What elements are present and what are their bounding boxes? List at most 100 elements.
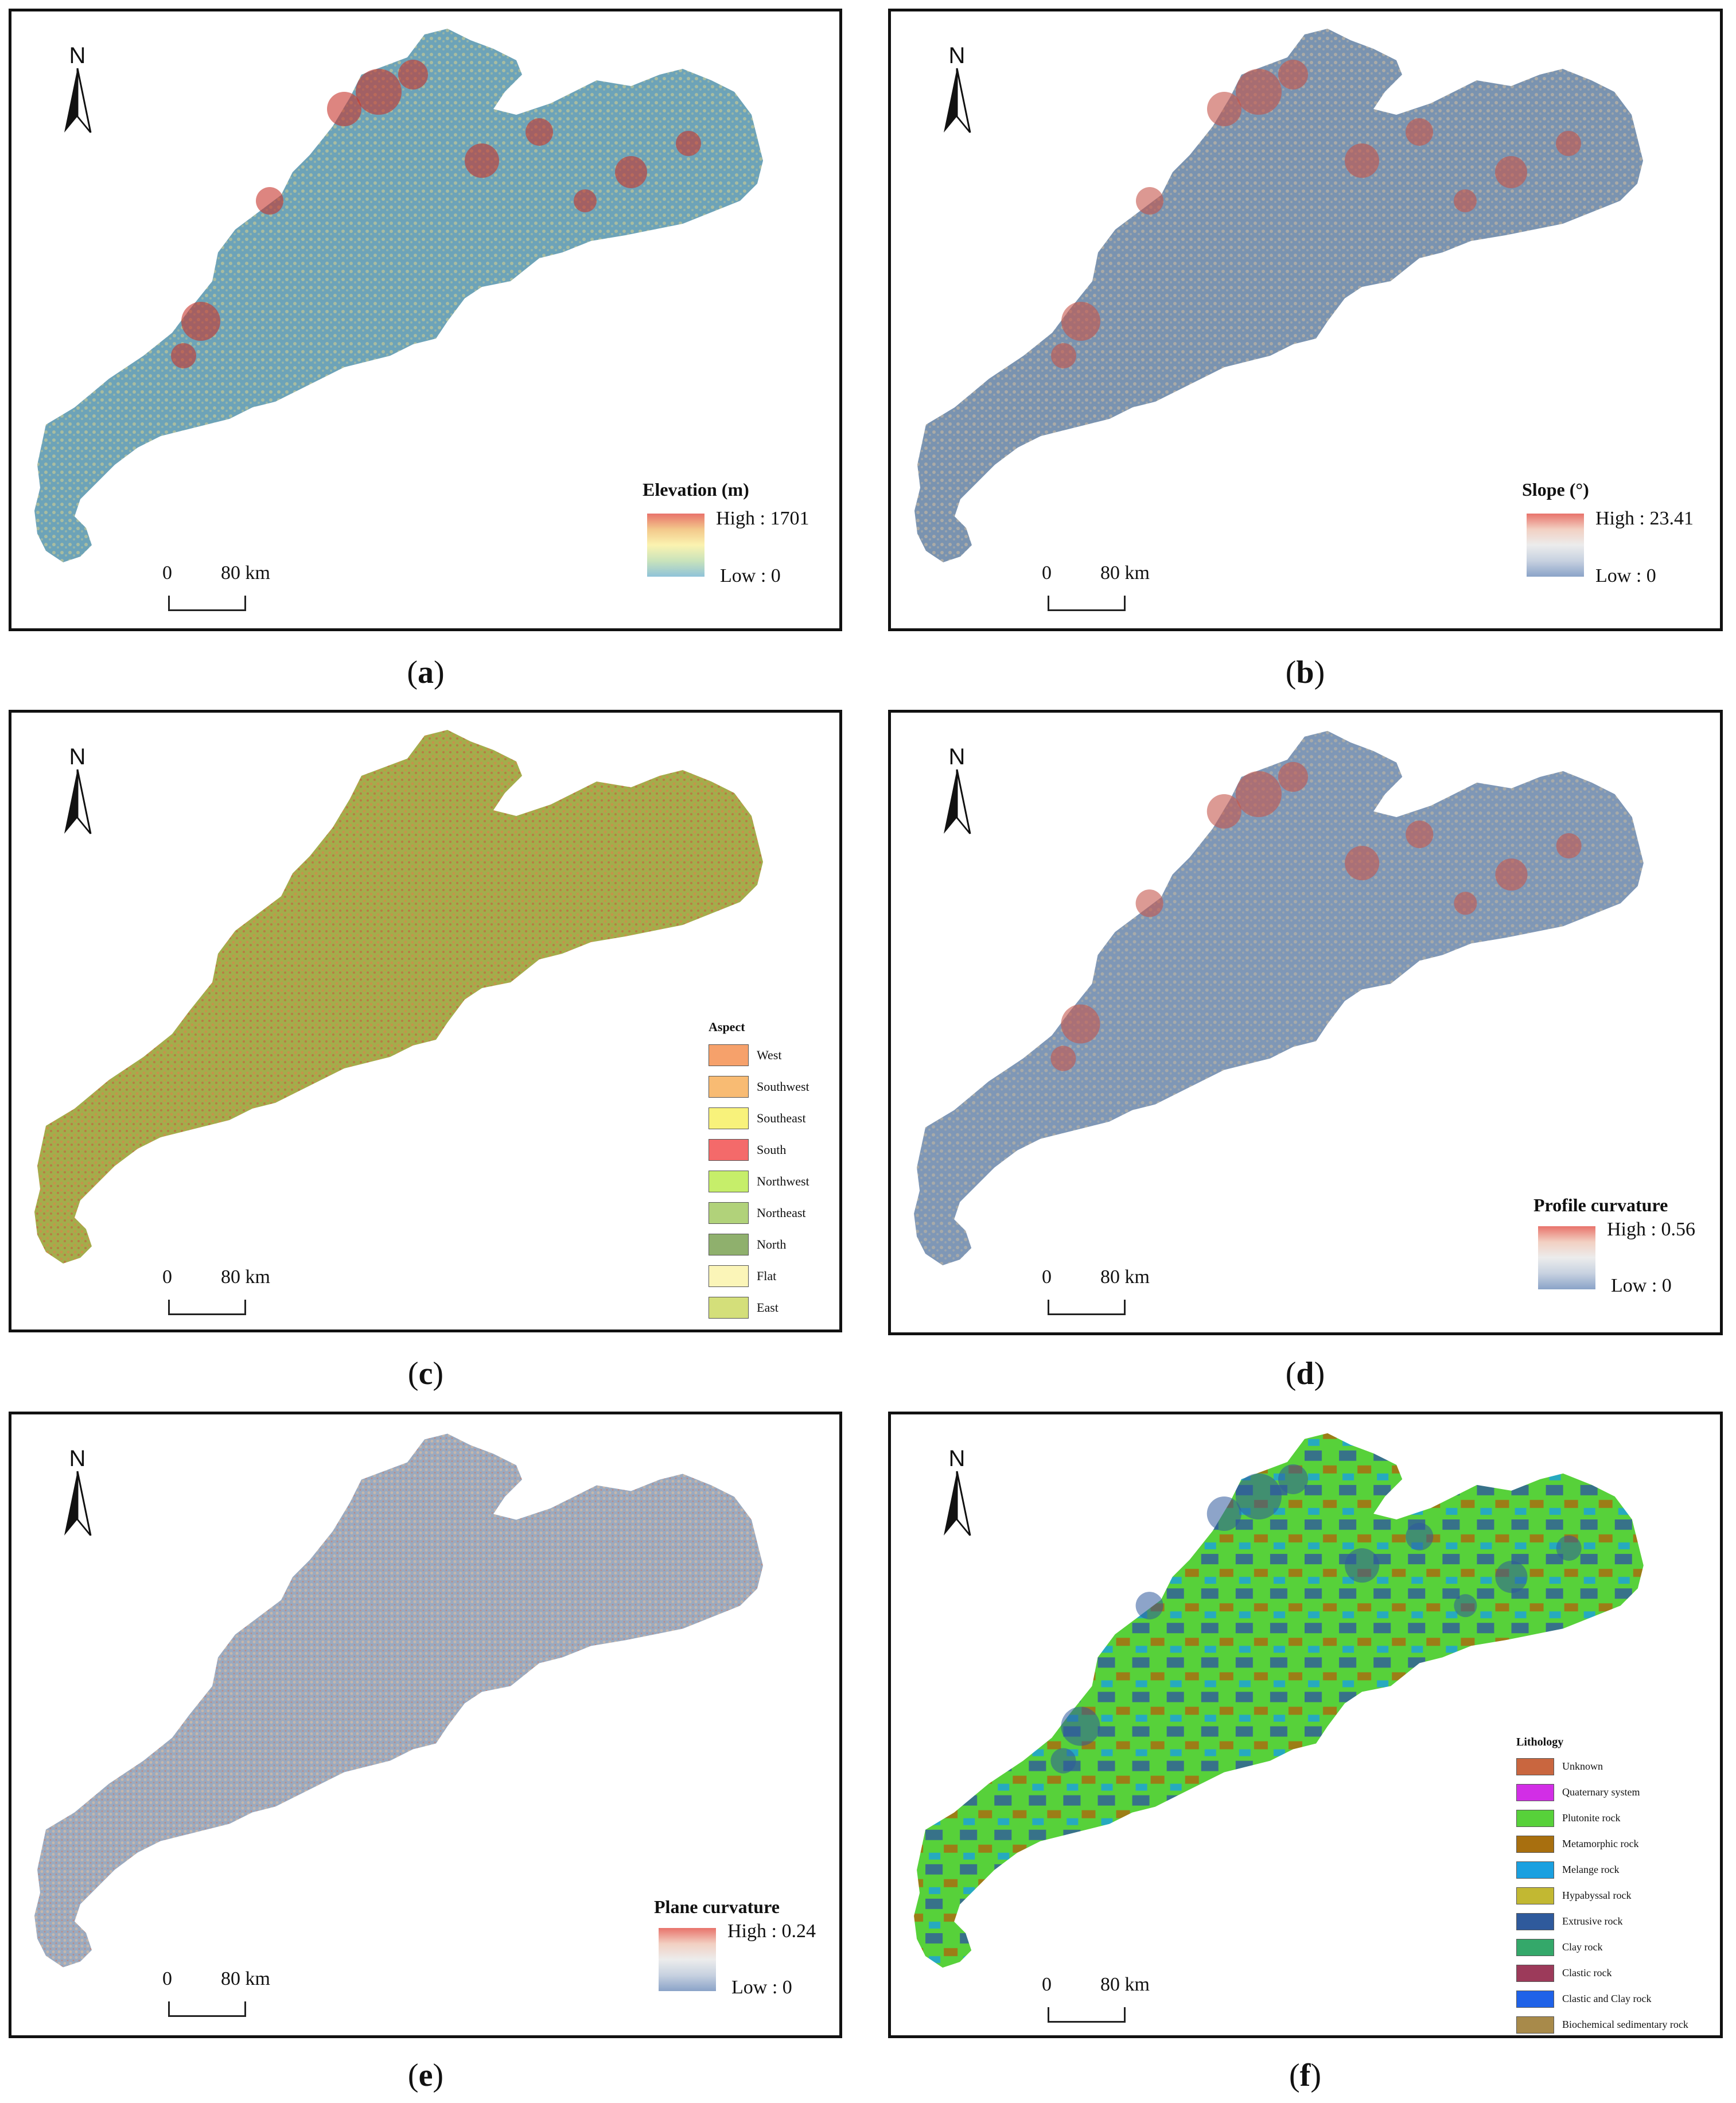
scale-bar: 0 80 km	[158, 1266, 307, 1330]
legend-swatch	[709, 1044, 749, 1066]
scale-bar: 0 80 km	[158, 562, 307, 625]
elevation-legend: Elevation (m) High : 1701 Low : 0	[643, 479, 832, 617]
legend-label: Biochemical sedimentary rock	[1562, 2019, 1688, 2030]
legend-swatch	[1516, 1758, 1554, 1775]
legend-title: Elevation (m)	[643, 479, 749, 500]
profile-curvature-legend: Profile curvature High : 0.56 Low : 0	[1533, 1195, 1723, 1332]
legend-item: South	[709, 1134, 840, 1165]
region-shape	[34, 1433, 763, 1968]
region-shape	[34, 29, 763, 562]
scale-bar: 0 80 km	[158, 1968, 307, 2031]
legend-item: East	[709, 1292, 840, 1323]
intensity-mark	[1454, 1594, 1477, 1618]
intensity-mark	[1061, 1706, 1100, 1746]
caption-f: (f)	[1289, 2058, 1321, 2093]
legend-high: High : 0.56	[1607, 1219, 1695, 1240]
intensity-mark	[356, 69, 402, 115]
north-arrow: N	[52, 744, 103, 842]
legend-swatch	[709, 1138, 749, 1161]
intensity-mark	[327, 92, 361, 126]
intensity-mark	[256, 187, 283, 215]
legend-swatch	[1516, 1835, 1554, 1853]
intensity-mark	[1556, 1536, 1582, 1561]
slope-map	[914, 29, 1643, 562]
intensity-mark	[1495, 858, 1528, 891]
legend-item: Hypabyssal rock	[1516, 1883, 1717, 1908]
legend-label: Quaternary system	[1562, 1786, 1640, 1798]
legend-low: Low : 0	[1611, 1275, 1672, 1296]
legend-item: Flat	[709, 1260, 840, 1292]
legend-label: Unknown	[1562, 1760, 1603, 1772]
north-arrow: N	[931, 43, 983, 141]
intensity-mark	[1406, 118, 1433, 146]
legend-item: Biochemical sedimentary rock	[1516, 2012, 1717, 2038]
north-arrow-icon	[64, 68, 92, 133]
intensity-mark	[1135, 1592, 1163, 1620]
legend-label: North	[757, 1237, 787, 1251]
intensity-mark	[1345, 846, 1380, 881]
legend-high: High : 23.41	[1595, 508, 1694, 529]
legend-swatch	[1516, 2016, 1554, 2034]
caption-b: (b)	[1285, 655, 1325, 690]
region-shape	[34, 730, 763, 1264]
aspect-legend: Aspect West Southwest Southeast South Northw…	[709, 1020, 840, 1323]
legend-ramp	[1538, 1226, 1595, 1289]
intensity-mark	[1556, 131, 1581, 156]
intensity-mark	[1050, 1748, 1076, 1774]
legend-label: Clastic and Clay rock	[1562, 1993, 1652, 2004]
legend-title: Profile curvature	[1533, 1195, 1668, 1215]
caption-e: (e)	[407, 2058, 444, 2093]
intensity-mark	[1206, 1496, 1241, 1531]
map-panel-d: N 0 80 km Profile curvature High : 0.56 L…	[888, 710, 1723, 1335]
intensity-mark	[1495, 1561, 1528, 1593]
legend-low: Low : 0	[720, 565, 781, 586]
legend-item: Northwest	[709, 1165, 840, 1197]
slope-legend: Slope (°) High : 23.41 Low : 0	[1522, 479, 1711, 617]
plane-curvature-map	[34, 1433, 763, 1968]
legend-swatch	[1516, 1964, 1554, 1982]
lithology-legend: Lithology Unknown Quaternary system Pluton…	[1516, 1736, 1717, 2038]
legend-title: Slope (°)	[1522, 479, 1589, 500]
intensity-mark	[574, 189, 597, 212]
legend-low: Low : 0	[731, 1977, 792, 1998]
intensity-mark	[1207, 92, 1241, 126]
elevation-map	[34, 29, 763, 562]
region-shape	[914, 29, 1643, 562]
intensity-mark	[181, 302, 220, 341]
caption-c: (c)	[407, 1356, 444, 1391]
legend-swatch	[1516, 1861, 1554, 1879]
intensity-mark	[398, 60, 428, 90]
legend-title: Lithology	[1516, 1736, 1564, 1748]
intensity-mark	[1278, 60, 1308, 90]
legend-item: West	[709, 1039, 840, 1071]
legend-item: North	[709, 1229, 840, 1260]
legend-ramp	[659, 1928, 716, 1991]
intensity-mark	[1556, 833, 1582, 859]
map-panel-a: N 0 80 km Elevation (m) High : 1701 Low :…	[9, 9, 842, 631]
aspect-map	[34, 730, 763, 1264]
map-panel-f: N 0 80 km Lithology Unknown Quaternary sys…	[888, 1412, 1723, 2038]
legend-label: Hypabyssal rock	[1562, 1890, 1632, 1901]
intensity-mark	[1050, 1045, 1076, 1071]
legend-item: Clastic and Clay rock	[1516, 1986, 1717, 2012]
legend-label: Southwest	[757, 1079, 809, 1094]
north-arrow: N	[931, 744, 983, 842]
legend-item: Clay rock	[1516, 1934, 1717, 1960]
legend-label: Southeast	[757, 1110, 806, 1125]
intensity-mark	[1236, 69, 1282, 115]
legend-item: Melange rock	[1516, 1857, 1717, 1883]
intensity-mark	[1051, 343, 1076, 368]
intensity-mark	[1135, 889, 1163, 918]
legend-label: Plutonite rock	[1562, 1812, 1621, 1824]
plane-curvature-legend: Plane curvature High : 0.24 Low : 0	[654, 1896, 843, 2034]
intensity-mark	[1406, 1523, 1434, 1551]
legend-title: Aspect	[709, 1020, 745, 1034]
legend-swatch	[709, 1202, 749, 1224]
legend-label: Extrusive rock	[1562, 1915, 1623, 1927]
legend-label: Melange rock	[1562, 1864, 1620, 1875]
legend-item: Plutonite rock	[1516, 1805, 1717, 1831]
intensity-mark	[1061, 302, 1100, 341]
legend-swatch	[709, 1107, 749, 1129]
north-arrow-icon	[64, 769, 92, 834]
scale-bar: 0 80 km	[1037, 562, 1186, 625]
